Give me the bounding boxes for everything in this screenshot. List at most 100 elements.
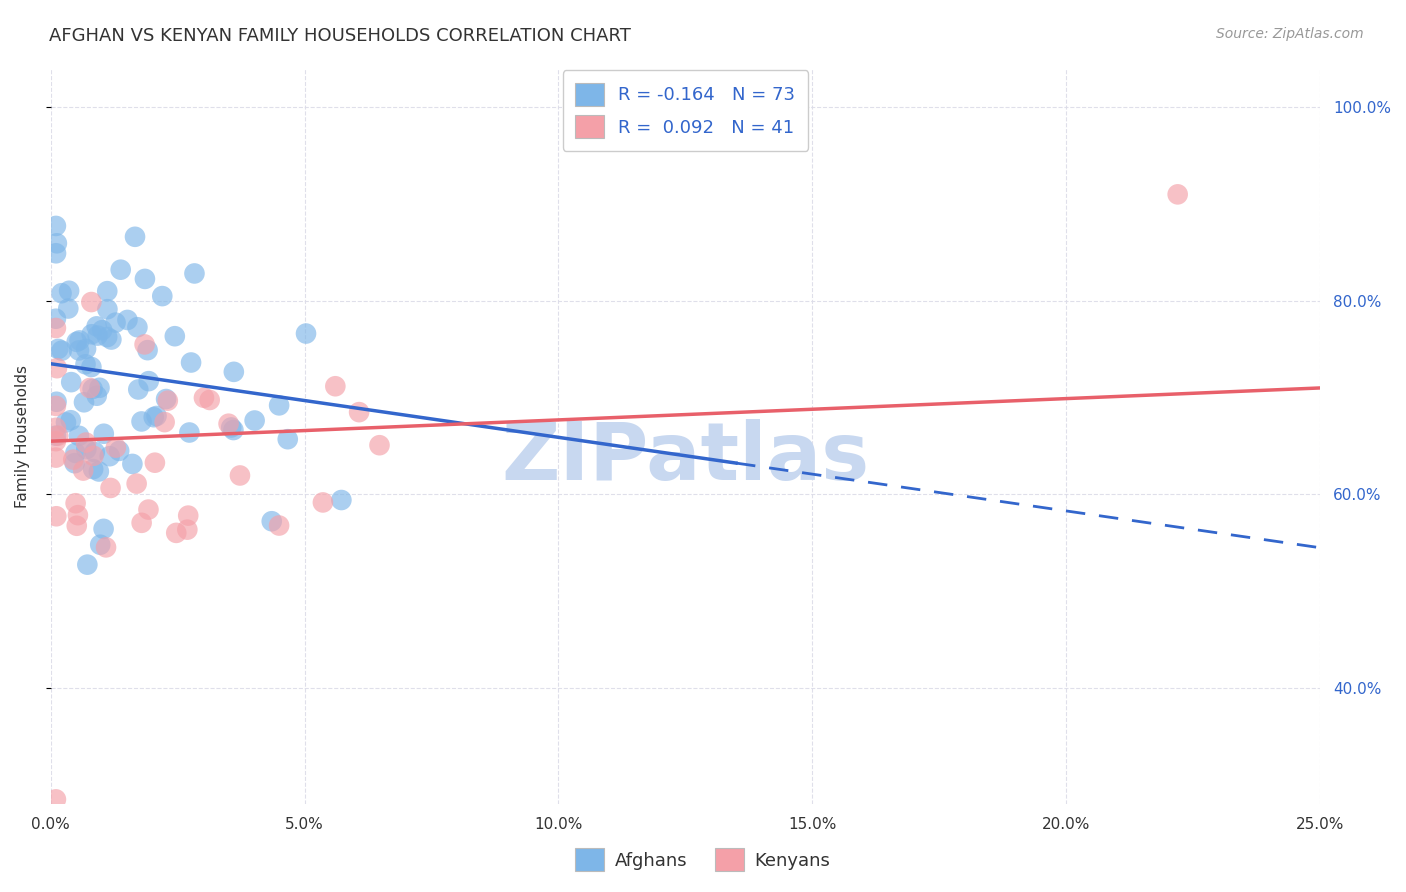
Y-axis label: Family Households: Family Households — [15, 365, 30, 508]
Point — [100, 481, 122, 495]
Text: Source: ZipAtlas.com: Source: ZipAtlas.com — [1216, 27, 1364, 41]
Point — [66, 518, 89, 533]
Point — [243, 413, 266, 427]
Point — [45, 434, 67, 449]
Point — [65, 446, 87, 460]
Point — [62, 452, 84, 467]
Point — [100, 333, 122, 347]
Point — [80, 295, 103, 310]
Point — [93, 426, 115, 441]
Point — [180, 355, 202, 369]
Point — [91, 323, 114, 337]
Point — [87, 465, 110, 479]
Point — [45, 236, 67, 251]
Point — [177, 508, 200, 523]
Point — [153, 415, 176, 429]
Point — [96, 284, 118, 298]
Text: AFGHAN VS KENYAN FAMILY HOUSEHOLDS CORRELATION CHART: AFGHAN VS KENYAN FAMILY HOUSEHOLDS CORRE… — [49, 27, 631, 45]
Point — [82, 462, 104, 476]
Point — [150, 289, 173, 303]
Point — [183, 267, 205, 281]
Point — [55, 416, 77, 430]
Point — [66, 508, 89, 523]
Point — [198, 392, 221, 407]
Point — [125, 476, 148, 491]
Point — [121, 457, 143, 471]
Point — [312, 495, 335, 509]
Point — [165, 525, 187, 540]
Point — [145, 409, 167, 423]
Point — [67, 429, 90, 443]
Point — [51, 286, 73, 301]
Point — [66, 334, 89, 349]
Point — [59, 413, 82, 427]
Point — [67, 343, 90, 358]
Point — [80, 359, 103, 374]
Point — [46, 361, 69, 376]
Point — [51, 343, 73, 358]
Point — [219, 420, 242, 434]
Point — [131, 414, 153, 428]
Point — [45, 321, 67, 335]
Point — [127, 320, 149, 334]
Point — [229, 468, 252, 483]
Point — [69, 334, 91, 348]
Point — [368, 438, 391, 452]
Point — [80, 327, 103, 342]
Point — [127, 383, 149, 397]
Point — [73, 395, 96, 409]
Point — [267, 518, 290, 533]
Point — [136, 343, 159, 358]
Point — [1167, 187, 1189, 202]
Point — [104, 316, 127, 330]
Point — [193, 391, 215, 405]
Point — [63, 456, 86, 470]
Point — [45, 509, 67, 524]
Point — [46, 429, 69, 443]
Point — [179, 425, 201, 440]
Point — [58, 284, 80, 298]
Point — [142, 410, 165, 425]
Point — [45, 399, 67, 413]
Point — [104, 441, 127, 455]
Point — [155, 392, 177, 406]
Point — [89, 538, 111, 552]
Point — [93, 522, 115, 536]
Point — [75, 357, 97, 371]
Point — [222, 423, 245, 437]
Point — [134, 272, 156, 286]
Point — [45, 450, 67, 465]
Point — [96, 302, 118, 317]
Point — [269, 398, 291, 412]
Point — [134, 337, 156, 351]
Point — [83, 445, 105, 459]
Legend: R = -0.164   N = 73, R =  0.092   N = 41: R = -0.164 N = 73, R = 0.092 N = 41 — [562, 70, 808, 151]
Legend: Afghans, Kenyans: Afghans, Kenyans — [568, 841, 838, 879]
Point — [45, 219, 67, 233]
Point — [96, 330, 118, 344]
Point — [45, 311, 67, 326]
Point — [347, 405, 370, 419]
Point — [45, 428, 67, 442]
Point — [330, 493, 353, 508]
Point — [138, 502, 160, 516]
Point — [82, 449, 104, 463]
Point — [163, 329, 186, 343]
Point — [325, 379, 347, 393]
Point — [72, 464, 94, 478]
Point — [75, 442, 97, 457]
Point — [86, 319, 108, 334]
Point — [60, 375, 83, 389]
Point — [58, 301, 80, 316]
Point — [124, 229, 146, 244]
Point — [75, 435, 97, 450]
Point — [176, 523, 198, 537]
Point — [89, 381, 111, 395]
Point — [75, 342, 97, 356]
Point — [222, 365, 245, 379]
Point — [108, 443, 131, 458]
Point — [277, 432, 299, 446]
Point — [117, 313, 139, 327]
Point — [138, 374, 160, 388]
Point — [260, 514, 283, 528]
